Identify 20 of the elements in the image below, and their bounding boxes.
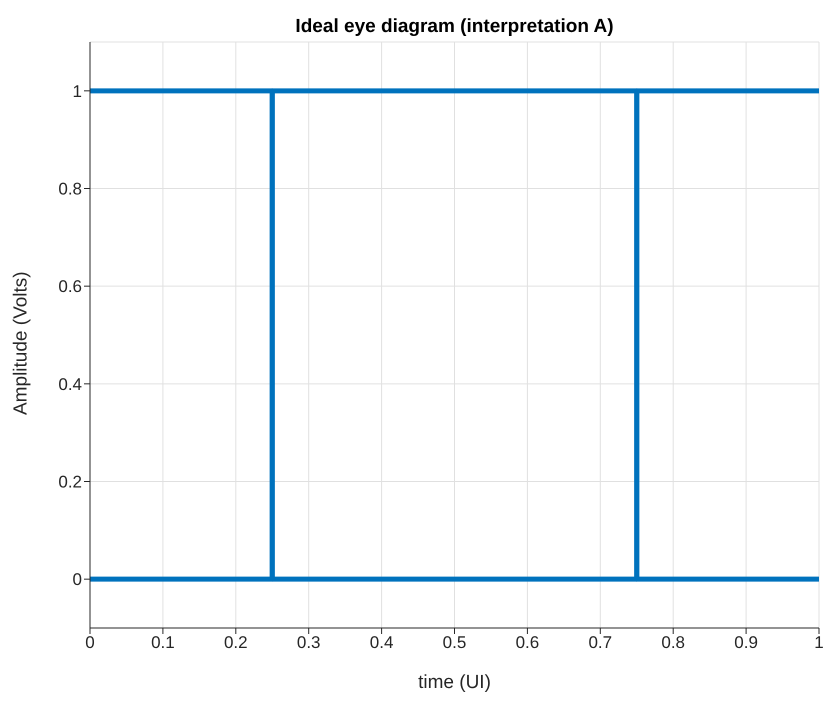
x-tick-label: 0.3 xyxy=(296,633,321,652)
chart-title: Ideal eye diagram (interpretation A) xyxy=(294,16,615,38)
x-tick-label: 0.2 xyxy=(224,633,248,652)
y-tick-label: 0.6 xyxy=(58,277,82,296)
y-tick-label: 0.8 xyxy=(58,180,82,199)
y-axis-title: Amplitude (Volts) xyxy=(10,271,32,415)
y-tick-label: 1 xyxy=(72,82,82,101)
x-tick-label: 0.6 xyxy=(516,633,540,652)
x-tick-label: 0.1 xyxy=(151,633,175,652)
x-tick-label: 0.4 xyxy=(370,633,394,652)
x-tick-label: 1 xyxy=(814,633,824,652)
y-tick-label: 0.2 xyxy=(58,472,82,492)
x-tick-label: 0.8 xyxy=(661,633,686,652)
x-axis-title: time (UI) xyxy=(418,672,491,693)
x-tick-label: 0.7 xyxy=(588,633,612,652)
x-tick-label: 0.5 xyxy=(442,633,466,652)
x-tick-label: 0.9 xyxy=(734,633,758,652)
x-tick-label: 0 xyxy=(85,633,95,652)
y-tick-label: 0 xyxy=(72,570,82,590)
y-tick-label: 0.4 xyxy=(58,374,82,394)
